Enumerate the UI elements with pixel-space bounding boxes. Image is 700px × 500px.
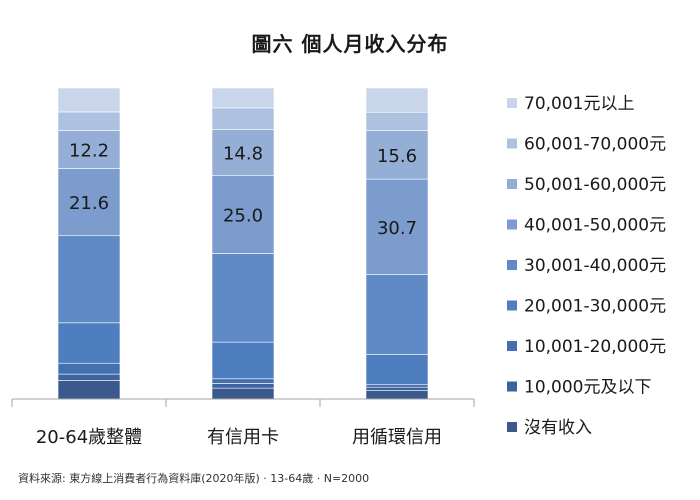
- labels-layer: 20-64歲整體 有信用卡 用循環信用 21.6 12.2 25.0 14.8 30.7 15.…: [36, 141, 442, 448]
- bar-segment: [365, 384, 429, 388]
- legend-swatch: [507, 260, 517, 270]
- category-label: 用循環信用: [352, 427, 442, 448]
- bar-segment: [57, 380, 121, 400]
- bar-segment: [211, 378, 275, 384]
- bar-segment: [57, 373, 121, 381]
- data-label: 30.7: [377, 218, 417, 239]
- legend-label: 60,001-70,000元: [524, 135, 666, 155]
- bar-segment: [57, 168, 121, 237]
- bar-segment: [211, 387, 275, 400]
- legend-swatch: [507, 300, 517, 311]
- bar-segment: [211, 341, 275, 380]
- data-label: 12.2: [69, 141, 109, 162]
- bar-segment: [57, 322, 121, 364]
- data-label: 15.6: [377, 146, 417, 167]
- legend-label: 10,000元及以下: [524, 378, 651, 398]
- chart-title: 圖六 個人月收入分布: [251, 32, 449, 56]
- category-label: 有信用卡: [207, 427, 279, 448]
- legend-swatch: [507, 138, 517, 149]
- legend-swatch: [507, 341, 517, 351]
- bar-segment: [57, 362, 121, 375]
- legend-label: 沒有收入: [524, 418, 592, 438]
- data-label: 25.0: [223, 206, 263, 227]
- bar-segment: [57, 235, 121, 324]
- legend-swatch: [507, 219, 517, 230]
- bar-segment: [211, 87, 275, 109]
- bar-segment: [365, 354, 429, 385]
- data-label: 21.6: [69, 193, 109, 214]
- axis-layer: [11, 398, 475, 407]
- legend-label: 10,001-20,000元: [524, 337, 666, 357]
- bar-segment: [57, 87, 121, 113]
- bar-segment: [365, 111, 429, 131]
- bar-segment: [211, 129, 275, 177]
- bar-segment: [211, 383, 275, 389]
- bar-segment: [211, 175, 275, 254]
- bar-segment: [211, 253, 275, 343]
- legend-label: 40,001-50,000元: [524, 216, 666, 236]
- legend-label: 20,001-30,000元: [524, 297, 666, 317]
- bar-segment: [211, 107, 275, 130]
- legend-swatch: [507, 381, 517, 392]
- data-label: 14.8: [223, 144, 263, 165]
- legend-label: 70,001元以上: [524, 94, 634, 114]
- legend-label: 30,001-40,000元: [524, 256, 666, 276]
- bar-segment: [365, 274, 429, 355]
- legend-swatch: [507, 179, 517, 189]
- category-label: 20-64歲整體: [36, 427, 142, 448]
- legend-label: 50,001-60,000元: [524, 175, 666, 195]
- legend: 70,001元以上 60,001-70,000元 50,001-60,000元 40,…: [507, 94, 666, 438]
- source-note: 資料來源: 東方線上消費者行為資料庫(2020年版) · 13-64歲 · N=…: [18, 472, 370, 485]
- bars-layer: [57, 87, 429, 400]
- bar-segment: [365, 386, 429, 391]
- bar-segment: [57, 111, 121, 131]
- bar-segment: [365, 389, 429, 400]
- bar-segment: [365, 178, 429, 275]
- bar-segment: [365, 87, 429, 113]
- bar-segment: [365, 130, 429, 180]
- legend-swatch: [507, 422, 517, 432]
- legend-swatch: [507, 98, 517, 108]
